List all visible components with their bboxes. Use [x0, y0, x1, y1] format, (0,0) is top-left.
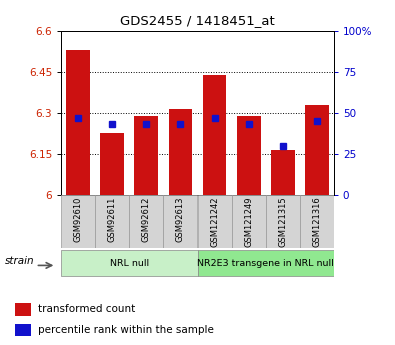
- Bar: [15, 303, 31, 316]
- Bar: [61, 195, 95, 248]
- Bar: [95, 195, 130, 248]
- Text: GSM121315: GSM121315: [278, 197, 287, 247]
- Text: transformed count: transformed count: [38, 304, 135, 314]
- Bar: [198, 250, 334, 276]
- Bar: [169, 109, 192, 195]
- Bar: [203, 75, 226, 195]
- Bar: [15, 324, 31, 336]
- Text: NR2E3 transgene in NRL null: NR2E3 transgene in NRL null: [197, 258, 334, 268]
- Text: GSM92611: GSM92611: [108, 197, 117, 242]
- Bar: [300, 195, 334, 248]
- Bar: [198, 195, 231, 248]
- Bar: [305, 105, 329, 195]
- Text: strain: strain: [5, 256, 34, 266]
- Text: GSM92610: GSM92610: [74, 197, 83, 242]
- Bar: [61, 250, 197, 276]
- Bar: [237, 116, 261, 195]
- Text: GSM121316: GSM121316: [312, 197, 321, 247]
- Bar: [231, 195, 265, 248]
- Bar: [271, 150, 295, 195]
- Bar: [66, 50, 90, 195]
- Text: NRL null: NRL null: [110, 258, 149, 268]
- Text: GSM121242: GSM121242: [210, 197, 219, 247]
- Title: GDS2455 / 1418451_at: GDS2455 / 1418451_at: [120, 14, 275, 27]
- Bar: [134, 116, 158, 195]
- Bar: [265, 195, 300, 248]
- Text: GSM92612: GSM92612: [142, 197, 151, 242]
- Bar: [100, 134, 124, 195]
- Bar: [164, 195, 198, 248]
- Bar: [130, 195, 164, 248]
- Text: GSM92613: GSM92613: [176, 197, 185, 242]
- Text: percentile rank within the sample: percentile rank within the sample: [38, 325, 214, 335]
- Text: GSM121249: GSM121249: [244, 197, 253, 247]
